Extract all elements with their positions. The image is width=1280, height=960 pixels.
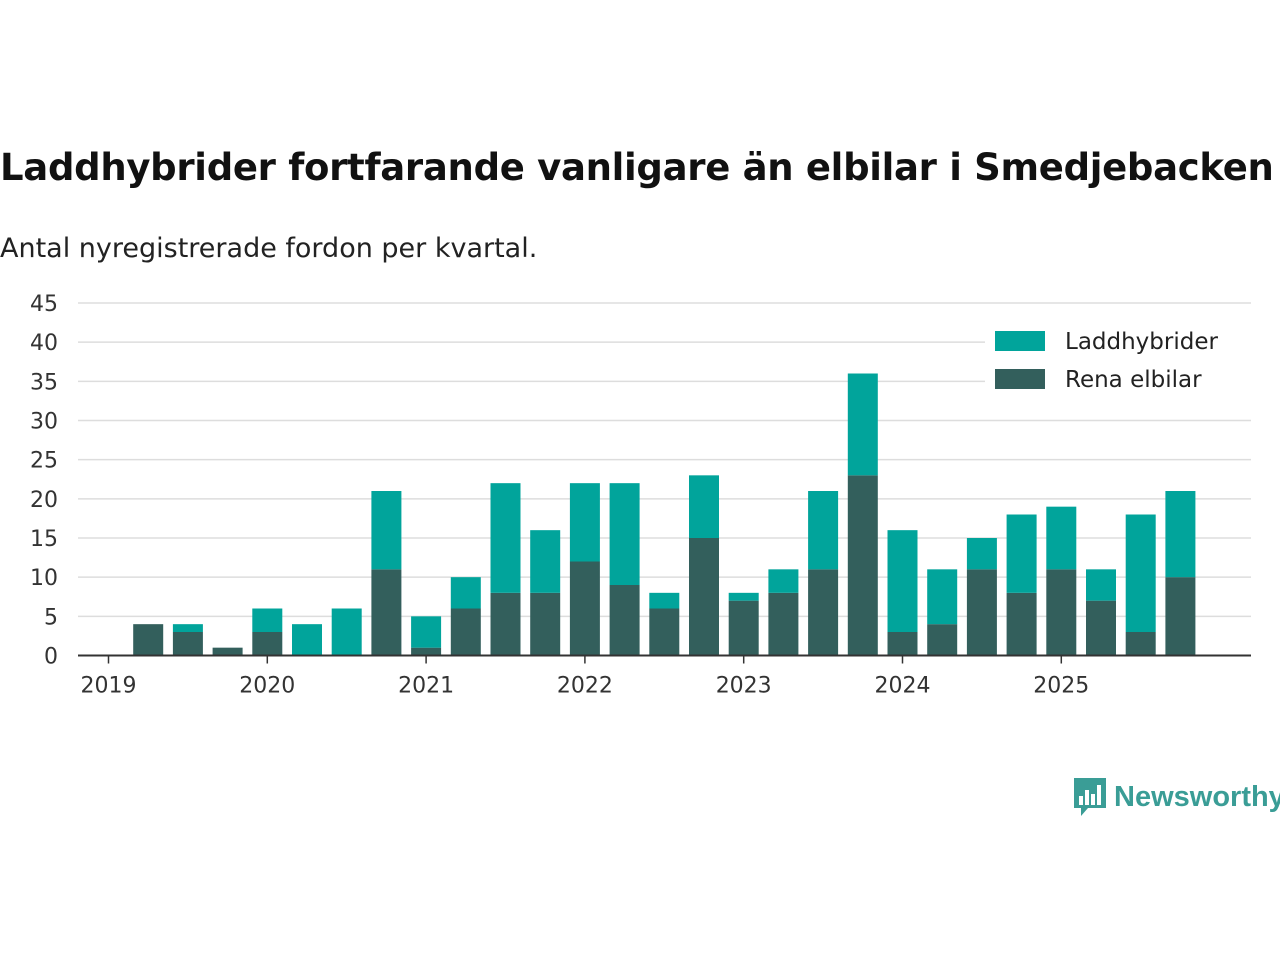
- bar-laddhybrider: [847, 373, 878, 476]
- y-tick-label: 5: [44, 605, 58, 630]
- bar-laddhybrider: [172, 624, 203, 632]
- bar-rena-elbilar: [768, 592, 799, 656]
- bar-rena-elbilar: [569, 561, 600, 656]
- legend-swatch-laddhybrider: [995, 331, 1045, 351]
- y-tick-label: 15: [30, 527, 58, 552]
- bar-rena-elbilar: [172, 632, 203, 656]
- bar-laddhybrider: [808, 491, 839, 570]
- legend: Laddhybrider Rena elbilar: [985, 326, 1255, 398]
- x-tick-label: 2023: [716, 674, 772, 699]
- bar-laddhybrider: [728, 592, 759, 601]
- x-tick-label: 2021: [398, 674, 454, 699]
- chart-subtitle: Antal nyregistrerade fordon per kvartal.: [0, 233, 538, 264]
- x-tick-label: 2024: [875, 674, 931, 699]
- bar-laddhybrider: [331, 608, 362, 656]
- bar-rena-elbilar: [371, 569, 402, 656]
- bar-laddhybrider: [1006, 514, 1037, 593]
- y-tick-label: 10: [30, 566, 58, 591]
- legend-label-laddhybrider: Laddhybrider: [1065, 329, 1218, 355]
- y-tick-label: 45: [30, 292, 58, 317]
- bar-rena-elbilar: [1165, 577, 1196, 656]
- bar-laddhybrider: [1165, 491, 1196, 578]
- bar-laddhybrider: [927, 569, 958, 625]
- y-tick-label: 20: [30, 488, 58, 513]
- y-tick-label: 35: [30, 370, 58, 395]
- bar-rena-elbilar: [1046, 569, 1077, 656]
- x-tick-label: 2022: [557, 674, 613, 699]
- grid-lines: [78, 302, 1251, 618]
- brand-name: Newsworthy: [1114, 780, 1280, 813]
- bar-rena-elbilar: [411, 647, 442, 656]
- newsworthy-logo-icon: [1074, 778, 1106, 816]
- bar-rena-elbilar: [530, 592, 561, 656]
- bar-rena-elbilar: [847, 475, 878, 656]
- y-tick-label: 0: [44, 645, 58, 670]
- bar-rena-elbilar: [728, 600, 759, 656]
- bar-rena-elbilar: [1006, 592, 1037, 656]
- y-axis: 0 5 10 15 20 25 30 35 40 45: [30, 292, 58, 670]
- brand-logo: Newsworthy: [1072, 776, 1280, 818]
- chart-title: Laddhybrider fortfarande vanligare än el…: [0, 146, 1274, 189]
- bar-rena-elbilar: [133, 624, 164, 656]
- bar-rena-elbilar: [450, 608, 481, 656]
- bar-rena-elbilar: [887, 632, 918, 656]
- x-tick-label: 2019: [81, 674, 137, 699]
- bar-rena-elbilar: [808, 569, 839, 656]
- bar-laddhybrider: [609, 483, 640, 585]
- bar-laddhybrider: [768, 569, 799, 593]
- bar-rena-elbilar: [490, 592, 521, 656]
- bar-laddhybrider: [411, 616, 442, 648]
- y-tick-label: 30: [30, 410, 58, 435]
- bar-laddhybrider: [569, 483, 600, 562]
- bar-rena-elbilar: [927, 624, 958, 656]
- y-tick-label: 25: [30, 449, 58, 474]
- bar-laddhybrider: [530, 530, 561, 593]
- bar-laddhybrider: [1086, 569, 1116, 601]
- bar-laddhybrider: [1046, 506, 1077, 570]
- bar-rena-elbilar: [252, 632, 283, 656]
- bar-rena-elbilar: [212, 647, 243, 656]
- bar-laddhybrider: [450, 577, 481, 609]
- bars: [133, 373, 1196, 656]
- bar-rena-elbilar: [649, 608, 680, 656]
- bar-laddhybrider: [1125, 514, 1156, 632]
- legend-label-rena-elbilar: Rena elbilar: [1065, 367, 1202, 393]
- bar-laddhybrider: [649, 592, 680, 609]
- bar-laddhybrider: [292, 624, 322, 656]
- x-tick-label: 2020: [239, 674, 295, 699]
- bar-laddhybrider: [371, 491, 402, 570]
- bar-laddhybrider: [252, 608, 283, 632]
- x-axis: 2019 2020 2021 2022 2023 2024 2025: [81, 655, 1089, 699]
- y-tick-label: 40: [30, 331, 58, 356]
- bar-rena-elbilar: [609, 585, 640, 656]
- x-tick-label: 2025: [1033, 674, 1089, 699]
- bar-rena-elbilar: [1125, 632, 1156, 656]
- bar-rena-elbilar: [1086, 600, 1116, 656]
- legend-swatch-rena-elbilar: [995, 369, 1045, 389]
- bar-laddhybrider: [689, 475, 719, 538]
- bar-rena-elbilar: [966, 569, 997, 656]
- bar-laddhybrider: [490, 483, 521, 593]
- bar-laddhybrider: [966, 538, 997, 570]
- bar-rena-elbilar: [689, 538, 719, 656]
- bar-laddhybrider: [887, 530, 918, 632]
